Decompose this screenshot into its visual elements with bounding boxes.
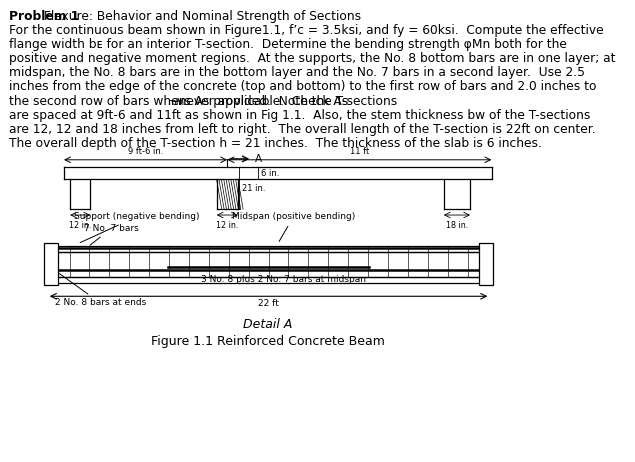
Text: For the continuous beam shown in Figure1.1, f’c = 3.5ksi, and fy = 60ksi.  Compu: For the continuous beam shown in Figure1… <box>9 24 603 37</box>
Text: are spaced at 9ft-6 and 11ft as shown in Fig 1.1.  Also, the stem thickness bw o: are spaced at 9ft-6 and 11ft as shown in… <box>9 109 591 122</box>
Bar <box>479 243 493 286</box>
Text: A: A <box>255 154 262 164</box>
Text: Support (negative bending): Support (negative bending) <box>74 212 199 243</box>
Text: inches from the edge of the concrete (top and bottom) to the first row of bars a: inches from the edge of the concrete (to… <box>9 80 596 93</box>
Text: Midspan (positive bending): Midspan (positive bending) <box>232 212 355 241</box>
Text: are 12, 12 and 18 inches from left to right.  The overall length of the T-sectio: are 12, 12 and 18 inches from left to ri… <box>9 123 596 136</box>
Text: The overall depth of the T-section h = 21 inches.  The thickness of the slab is : The overall depth of the T-section h = 2… <box>9 137 542 150</box>
Text: the second row of bars whenever applicable.  Check As: the second row of bars whenever applicab… <box>9 95 348 108</box>
Text: 11 ft: 11 ft <box>350 147 369 156</box>
Text: Flexure: Behavior and Nominal Strength of Sections: Flexure: Behavior and Nominal Strength o… <box>40 10 361 23</box>
Text: 6 in.: 6 in. <box>261 169 279 178</box>
Text: vs As provided.  Note the T-sections: vs As provided. Note the T-sections <box>173 95 398 108</box>
Text: 12 in.: 12 in. <box>216 220 239 230</box>
Text: 3 No. 8 plus 2 No. 7 bars at midspan: 3 No. 8 plus 2 No. 7 bars at midspan <box>201 275 366 284</box>
Text: 18 in.: 18 in. <box>446 220 468 230</box>
Text: Figure 1.1 Reinforced Concrete Beam: Figure 1.1 Reinforced Concrete Beam <box>150 335 384 348</box>
Text: Problem 1: Problem 1 <box>9 10 79 23</box>
Text: 7 No. 7 bars: 7 No. 7 bars <box>84 224 139 245</box>
Text: 9 ft-6 in.: 9 ft-6 in. <box>128 147 163 156</box>
Text: 12 in.: 12 in. <box>69 220 91 230</box>
Text: 21 in.: 21 in. <box>241 183 265 193</box>
Text: 2 No. 8 bars at ends: 2 No. 8 bars at ends <box>55 272 146 307</box>
Text: positive and negative moment regions.  At the supports, the No. 8 bottom bars ar: positive and negative moment regions. At… <box>9 52 615 65</box>
Text: 22 ft: 22 ft <box>258 298 279 308</box>
Text: min: min <box>167 98 184 107</box>
Text: Detail A: Detail A <box>243 318 292 331</box>
Bar <box>44 243 58 286</box>
Text: flange width bᴇ for an interior T-section.  Determine the bending strength φMn b: flange width bᴇ for an interior T-sectio… <box>9 38 567 51</box>
Text: midspan, the No. 8 bars are in the bottom layer and the No. 7 bars in a second l: midspan, the No. 8 bars are in the botto… <box>9 66 585 79</box>
